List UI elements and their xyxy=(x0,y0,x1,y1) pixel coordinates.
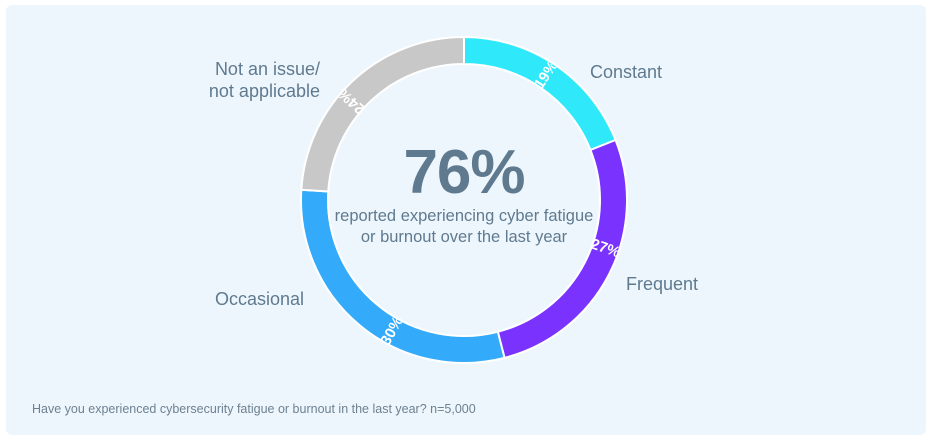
donut-slice-3 xyxy=(300,35,465,193)
center-summary: 76% reported experiencing cyber fatigue … xyxy=(334,140,594,248)
label-frequent: Frequent xyxy=(626,274,699,294)
label-occasional: Occasional xyxy=(215,289,305,309)
center-text: reported experiencing cyber fatigue or b… xyxy=(334,207,594,246)
label-not-an-issue: Not an issue/not applicable xyxy=(208,59,320,101)
center-value: 76% xyxy=(403,138,525,207)
donut-slice-0 xyxy=(463,35,617,152)
footnote: Have you experienced cybersecurity fatig… xyxy=(32,402,476,416)
label-constant: Constant xyxy=(590,62,663,82)
